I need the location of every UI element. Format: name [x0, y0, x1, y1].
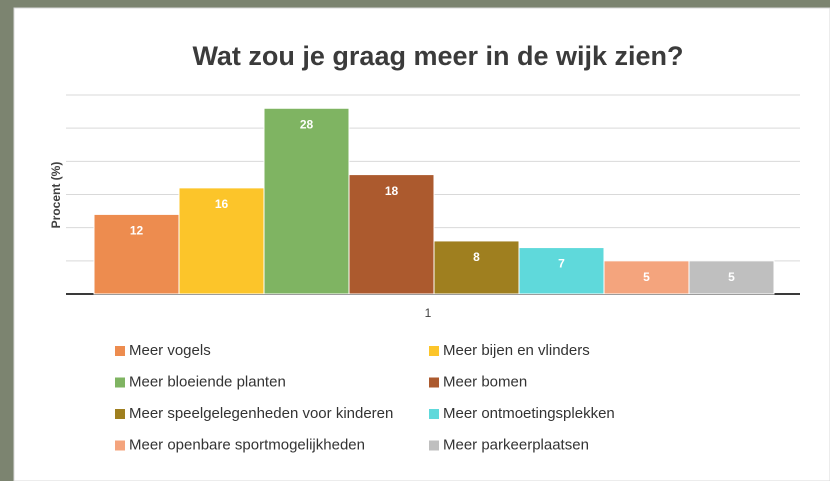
legend-swatch [429, 441, 439, 451]
value-label: 18 [385, 184, 399, 198]
legend-label: Meer vogels [129, 342, 211, 359]
value-label: 12 [130, 224, 144, 238]
chart-title: Wat zou je graag meer in de wijk zien? [192, 41, 683, 71]
legend-label: Meer bomen [443, 373, 527, 390]
legend-label: Meer ontmoetingsplekken [443, 405, 615, 422]
y-axis-label: Procent (%) [49, 162, 63, 229]
legend-label: Meer bloeiende planten [129, 373, 286, 390]
value-label: 28 [300, 117, 314, 131]
bar [519, 248, 604, 294]
legend-swatch [115, 409, 125, 419]
legend-swatch [115, 441, 125, 451]
legend-swatch [429, 378, 439, 388]
legend-label: Meer speelgelegenheden voor kinderen [129, 405, 393, 422]
bar [434, 241, 519, 294]
legend-swatch [429, 409, 439, 419]
legend-label: Meer parkeerplaatsen [443, 436, 589, 453]
legend-swatch [429, 346, 439, 356]
page: Wat zou je graag meer in de wijk zien? P… [0, 0, 830, 481]
value-label: 7 [558, 257, 565, 271]
legend-label: Meer bijen en vlinders [443, 342, 590, 359]
value-label: 16 [215, 197, 229, 211]
legend-label: Meer openbare sportmogelijkheden [129, 436, 365, 453]
value-label: 8 [473, 250, 480, 264]
x-tick-label: 1 [425, 306, 432, 320]
value-label: 5 [728, 270, 735, 284]
legend-swatch [115, 346, 125, 356]
value-label: 5 [643, 270, 650, 284]
legend-swatch [115, 378, 125, 388]
chart: Wat zou je graag meer in de wijk zien? P… [0, 0, 830, 481]
bar [264, 108, 349, 294]
